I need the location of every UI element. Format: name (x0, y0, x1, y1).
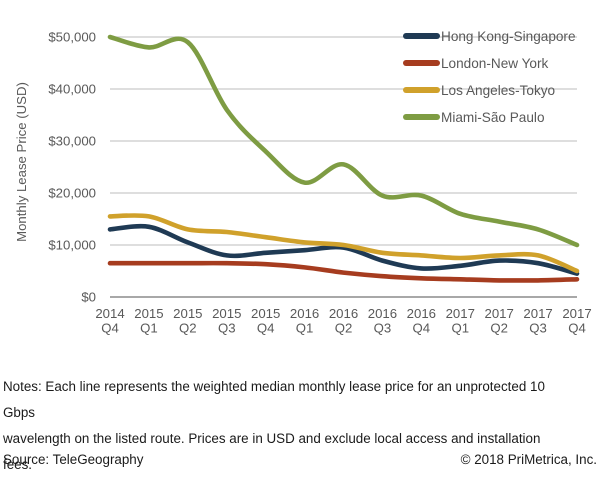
series-line-hong-kong-singapore (107, 223, 580, 276)
x-tick-quarter-label: Q4 (568, 321, 586, 336)
x-tick-year-label: 2016 (329, 306, 358, 321)
legend-label: Los Angeles-Tokyo (441, 83, 555, 98)
legend-label: London-New York (441, 56, 549, 71)
source-label: Source: TeleGeography (3, 452, 144, 467)
series-line-london-new-york (107, 260, 580, 283)
x-tick-year-label: 2016 (368, 306, 397, 321)
y-tick-label: $10,000 (48, 238, 96, 253)
x-tick-year-label: 2017 (523, 306, 552, 321)
x-tick-quarter-label: Q3 (374, 321, 392, 336)
x-tick-quarter-label: Q1 (140, 321, 158, 336)
x-tick-year-label: 2015 (173, 306, 202, 321)
copyright-label: © 2018 PriMetrica, Inc. (460, 452, 597, 467)
notes-line-1: Notes: Each line represents the weighted… (3, 379, 545, 420)
x-tick-quarter-label: Q4 (413, 321, 431, 336)
x-tick-year-label: 2016 (290, 306, 319, 321)
x-tick-year-label: 2014 (95, 306, 124, 321)
legend-label: Miami-São Paulo (441, 110, 545, 125)
x-tick-year-label: 2016 (407, 306, 436, 321)
y-tick-label: $40,000 (48, 82, 96, 97)
x-tick-year-label: 2015 (212, 306, 241, 321)
x-tick-quarter-label: Q1 (451, 321, 469, 336)
y-tick-label: $20,000 (48, 186, 96, 201)
chart-notes: Notes: Each line represents the weighted… (3, 374, 563, 478)
series-line-los-angeles-tokyo (107, 213, 580, 274)
chart-footer: Source: TeleGeography © 2018 PriMetrica,… (3, 452, 597, 467)
x-tick-quarter-label: Q4 (101, 321, 119, 336)
legend-label: Hong Kong-Singapore (441, 29, 576, 44)
x-tick-year-label: 2015 (251, 306, 280, 321)
chart-canvas: $0 $10,000 $20,000 $30,000 $40,000 $50,000 Mon… (14, 29, 592, 336)
x-tick-year-label: 2017 (446, 306, 475, 321)
x-tick-quarter-label: Q4 (257, 321, 275, 336)
series-line-miami-s-o-paulo (107, 34, 580, 248)
x-tick-quarter-label: Q2 (490, 321, 508, 336)
x-tick-year-label: 2015 (134, 306, 163, 321)
notes-line-2: wavelength on the listed route. Prices a… (3, 431, 541, 472)
x-tick-year-label: 2017 (484, 306, 513, 321)
y-tick-label: $50,000 (48, 30, 96, 45)
lease-price-line-chart: $0 $10,000 $20,000 $30,000 $40,000 $50,000 Mon… (14, 29, 592, 336)
x-tick-quarter-label: Q1 (296, 321, 314, 336)
x-tick-quarter-label: Q3 (529, 321, 547, 336)
y-tick-label: $30,000 (48, 134, 96, 149)
x-tick-year-label: 2017 (562, 306, 591, 321)
x-tick-quarter-label: Q2 (335, 321, 353, 336)
y-tick-label: $0 (81, 290, 96, 305)
x-tick-quarter-label: Q3 (218, 321, 236, 336)
y-axis-title: Monthly Lease Price (USD) (14, 82, 29, 242)
x-tick-quarter-label: Q2 (179, 321, 197, 336)
